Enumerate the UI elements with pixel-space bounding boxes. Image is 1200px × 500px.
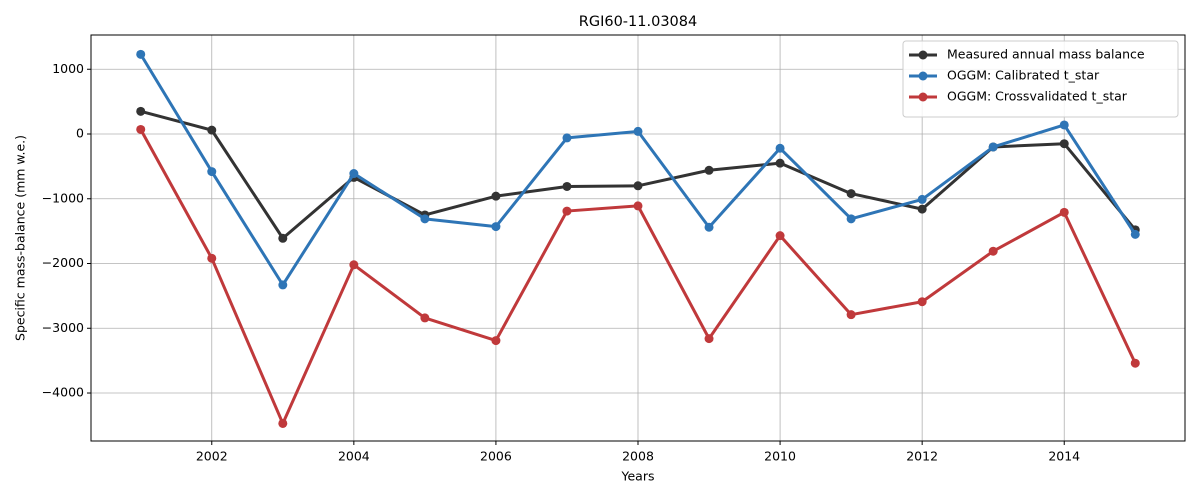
- data-point: [917, 297, 927, 307]
- data-point: [846, 189, 856, 199]
- data-point: [278, 418, 288, 428]
- data-point: [846, 310, 856, 320]
- y-tick-label: −3000: [42, 320, 84, 335]
- x-tick-label: 2004: [338, 449, 370, 464]
- data-point: [775, 143, 785, 153]
- data-point: [775, 158, 785, 168]
- plot-frame: [90, 34, 1186, 442]
- data-point: [633, 181, 643, 191]
- legend-label: OGGM: Calibrated t_star: [947, 68, 1100, 83]
- y-tick-label: −4000: [42, 385, 84, 400]
- data-point: [988, 142, 998, 152]
- data-point: [207, 253, 217, 263]
- x-tick-label: 2006: [480, 449, 512, 464]
- data-point: [562, 181, 572, 191]
- y-tick-label: 1000: [52, 61, 84, 76]
- data-point: [704, 165, 714, 175]
- x-tick-label: 2008: [622, 449, 654, 464]
- data-point: [420, 214, 430, 224]
- data-point: [1059, 120, 1069, 130]
- data-point: [207, 125, 217, 135]
- data-point: [562, 206, 572, 216]
- chart-title: RGI60-11.03084: [579, 14, 697, 30]
- data-point: [349, 169, 359, 179]
- y-axis-label: Specific mass-balance (mm w.e.): [13, 135, 28, 341]
- data-point: [562, 133, 572, 143]
- legend-marker: [918, 71, 928, 81]
- data-point: [1130, 229, 1140, 239]
- data-point: [1059, 139, 1069, 149]
- legend-marker: [918, 92, 928, 102]
- x-tick-label: 2014: [1048, 449, 1080, 464]
- data-point: [136, 106, 146, 116]
- x-tick-label: 2010: [764, 449, 796, 464]
- data-point: [278, 233, 288, 243]
- data-point: [775, 231, 785, 241]
- legend-box: [902, 40, 1179, 118]
- data-point: [988, 246, 998, 256]
- data-point: [349, 260, 359, 270]
- legend-marker: [918, 50, 928, 60]
- data-point: [633, 201, 643, 211]
- data-point: [491, 336, 501, 346]
- data-point: [1130, 358, 1140, 368]
- x-axis-label: Years: [621, 469, 655, 484]
- data-point: [278, 280, 288, 290]
- data-point: [917, 204, 927, 214]
- data-point: [1059, 207, 1069, 217]
- legend-label: OGGM: Crossvalidated t_star: [947, 89, 1128, 104]
- data-point: [917, 194, 927, 204]
- data-point: [491, 191, 501, 201]
- x-tick-label: 2002: [196, 449, 228, 464]
- y-tick-label: −1000: [42, 190, 84, 205]
- data-point: [136, 49, 146, 59]
- data-point: [633, 126, 643, 136]
- data-point: [136, 124, 146, 134]
- data-point: [207, 167, 217, 177]
- data-point: [420, 313, 430, 323]
- data-point: [846, 214, 856, 224]
- y-tick-label: 0: [76, 126, 84, 141]
- y-tick-label: −2000: [42, 255, 84, 270]
- legend-label: Measured annual mass balance: [947, 47, 1145, 62]
- data-point: [704, 334, 714, 344]
- data-point: [491, 222, 501, 232]
- data-point: [704, 222, 714, 232]
- x-tick-label: 2012: [906, 449, 938, 464]
